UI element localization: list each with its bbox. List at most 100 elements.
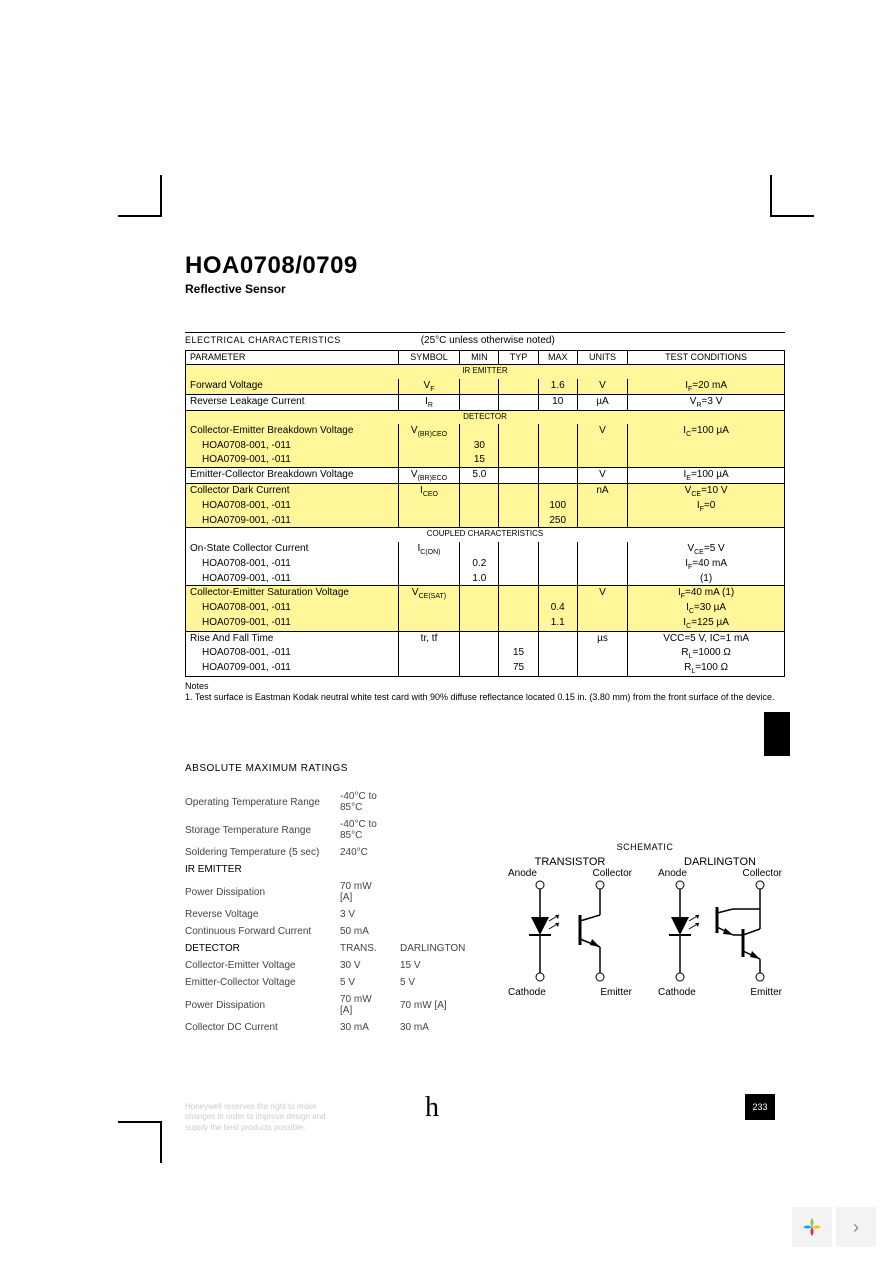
- max-cell: 0.4: [538, 601, 577, 616]
- darlington-schematic-icon: [655, 879, 785, 984]
- abs-row: Power Dissipation70 mW [A]: [185, 878, 480, 906]
- elec-char-label: ELECTRICAL CHARACTERISTICS: [185, 335, 341, 345]
- crop-mark: [772, 215, 814, 217]
- transistor-schematic-icon: [515, 879, 625, 984]
- crop-mark: [118, 215, 160, 217]
- cond-cell: VCE=10 V: [628, 483, 785, 499]
- abs-value-2: 30 mA: [400, 1019, 480, 1036]
- abs-row: IR EMITTER: [185, 861, 480, 878]
- abs-label: Storage Temperature Range: [185, 816, 340, 844]
- param-cell: HOA0708-001, -011: [186, 646, 399, 661]
- crop-mark: [770, 175, 772, 217]
- cond-cell: VR=3 V: [628, 394, 785, 410]
- anode-label: Anode: [658, 868, 687, 879]
- collector-label: Collector: [593, 868, 632, 879]
- typ-cell: [499, 379, 538, 395]
- cond-cell: IF=40 mA (1): [628, 586, 785, 602]
- abs-value: 30 V: [340, 957, 400, 974]
- coupled-label: COUPLED CHARACTERISTICS: [186, 528, 785, 542]
- cond-cell: IF=0: [628, 499, 785, 514]
- cond-cell: IC=125 µA: [628, 616, 785, 632]
- page-number: 233: [745, 1094, 775, 1120]
- min-cell: 15: [460, 453, 499, 467]
- abs-value-2: [400, 861, 480, 878]
- table-row: HOA0708-001, -011 30: [186, 439, 785, 453]
- abs-value: 3 V: [340, 906, 400, 923]
- min-cell: 1.0: [460, 572, 499, 586]
- table-row: Emitter-Collector Breakdown Voltage V(BR…: [186, 467, 785, 483]
- abs-value: -40°C to 85°C: [340, 816, 400, 844]
- param-cell: HOA0709-001, -011: [186, 453, 399, 467]
- abs-label: Power Dissipation: [185, 878, 340, 906]
- table-row: HOA0709-001, -011 250: [186, 514, 785, 528]
- next-page-button[interactable]: ›: [836, 1207, 876, 1247]
- max-cell: 1.1: [538, 616, 577, 632]
- abs-value-2: [400, 816, 480, 844]
- datasheet-page: HOA0708/0709 Reflective Sensor ELECTRICA…: [185, 252, 785, 1036]
- viewer-logo-icon[interactable]: [792, 1207, 832, 1247]
- abs-value: 70 mW [A]: [340, 878, 400, 906]
- abs-value-2: 70 mW [A]: [400, 991, 480, 1019]
- param-cell: HOA0708-001, -011: [186, 499, 399, 514]
- chevron-right-icon: ›: [853, 1217, 859, 1238]
- min-cell: [460, 379, 499, 395]
- abs-value: 30 mA: [340, 1019, 400, 1036]
- abs-label: Continuous Forward Current: [185, 923, 340, 940]
- max-cell: 250: [538, 514, 577, 528]
- footer-disclaimer: Honeywell reserves the right to make cha…: [185, 1102, 335, 1133]
- table-row: HOA0708-001, -011 100 IF=0: [186, 499, 785, 514]
- max-cell: 10: [538, 394, 577, 410]
- abs-value: 5 V: [340, 974, 400, 991]
- col-typ: TYP: [499, 351, 538, 365]
- min-cell: 5.0: [460, 467, 499, 483]
- abs-value: 50 mA: [340, 923, 400, 940]
- param-cell: HOA0709-001, -011: [186, 616, 399, 632]
- crop-mark: [160, 1121, 162, 1163]
- abs-label: Collector-Emitter Voltage: [185, 957, 340, 974]
- max-cell: [538, 424, 577, 439]
- param-cell: HOA0709-001, -011: [186, 661, 399, 677]
- collector-label: Collector: [743, 868, 782, 879]
- abs-row: DETECTORTRANS.DARLINGTON: [185, 940, 480, 957]
- cathode-label: Cathode: [508, 987, 546, 998]
- abs-value: TRANS.: [340, 940, 400, 957]
- cond-cell: RL=1000 Ω: [628, 646, 785, 661]
- schematic-transistor: TRANSISTOR Anode Collector: [505, 856, 635, 998]
- section-detector: DETECTOR: [186, 410, 785, 424]
- cond-cell: IF=20 mA: [628, 379, 785, 395]
- min-cell: 0.2: [460, 557, 499, 572]
- param-cell: Reverse Leakage Current: [186, 394, 399, 410]
- crop-mark: [118, 1121, 160, 1123]
- cathode-label: Cathode: [658, 987, 696, 998]
- part-title: HOA0708/0709: [185, 252, 785, 280]
- table-row: HOA0708-001, -011 15 RL=1000 Ω: [186, 646, 785, 661]
- unit-cell: V: [577, 379, 627, 395]
- abs-row: Collector DC Current30 mA30 mA: [185, 1019, 480, 1036]
- abs-value-2: DARLINGTON: [400, 940, 480, 957]
- abs-row: Reverse Voltage3 V: [185, 906, 480, 923]
- typ-cell: [499, 394, 538, 410]
- abs-value: 70 mW [A]: [340, 991, 400, 1019]
- min-cell: 30: [460, 439, 499, 453]
- table-row: Rise And Fall Time tr, tf µs VCC=5 V, IC…: [186, 632, 785, 646]
- unit-cell: nA: [577, 483, 627, 499]
- abs-label: Operating Temperature Range: [185, 788, 340, 816]
- note-1: 1. Test surface is Eastman Kodak neutral…: [185, 692, 785, 703]
- abs-row: Continuous Forward Current50 mA: [185, 923, 480, 940]
- abs-max-table: Operating Temperature Range-40°C to 85°C…: [185, 788, 480, 1036]
- abs-value-2: [400, 788, 480, 816]
- cond-cell: (1): [628, 572, 785, 586]
- abs-value-2: 5 V: [400, 974, 480, 991]
- param-cell: Emitter-Collector Breakdown Voltage: [186, 467, 399, 483]
- symbol-cell: VCE(SAT): [398, 586, 460, 602]
- abs-label: DETECTOR: [185, 940, 340, 957]
- schematic-darlington: DARLINGTON Anode Collector: [655, 856, 785, 998]
- emitter-label: Emitter: [750, 987, 782, 998]
- table-row: HOA0709-001, -011 15: [186, 453, 785, 467]
- cond-cell: VCE=5 V: [628, 542, 785, 557]
- abs-value-2: [400, 906, 480, 923]
- param-cell: HOA0709-001, -011: [186, 514, 399, 528]
- emitter-label: Emitter: [600, 987, 632, 998]
- symbol-cell: IR: [398, 394, 460, 410]
- cond-cell: IF=40 mA: [628, 557, 785, 572]
